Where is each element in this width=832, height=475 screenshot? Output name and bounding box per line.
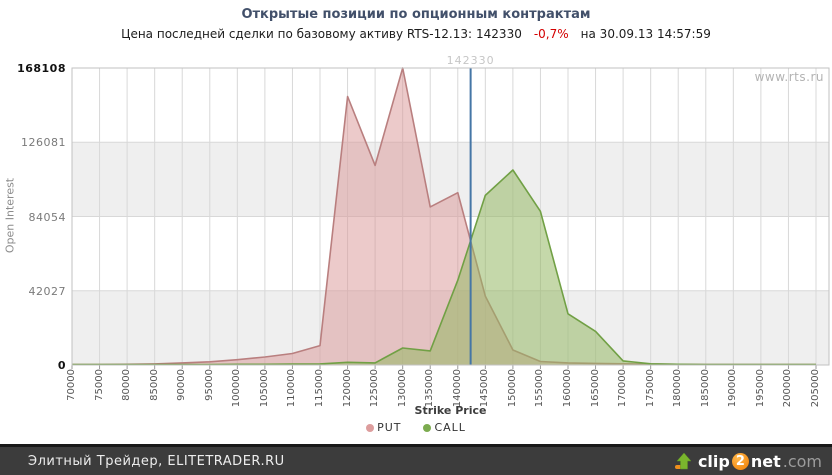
x-axis-tick-label: 80000 — [121, 369, 133, 401]
put-area — [72, 68, 816, 365]
x-axis-tick-label: 155000 — [534, 369, 546, 408]
put-series-dot-icon — [366, 423, 375, 432]
clip2net-logo-text-net: net — [750, 451, 781, 471]
x-axis-tick-label: 140000 — [451, 369, 463, 408]
price-marker-label: 142330 — [446, 54, 495, 67]
x-axis-tick-label: 90000 — [176, 369, 188, 401]
rts-watermark: www.rts.ru — [754, 70, 824, 84]
subtitle-datetime: на 30.09.13 14:57:59 — [580, 27, 711, 41]
x-axis-tick-label: 125000 — [369, 369, 381, 408]
y-axis-tick-label: 126081 — [21, 136, 66, 150]
x-axis-tick-label: 135000 — [424, 369, 436, 408]
x-axis-tick-label: 95000 — [203, 369, 215, 401]
y-axis-tick-label: 168108 — [17, 62, 66, 75]
x-axis-tick-label: 185000 — [699, 369, 711, 408]
x-axis-tick-label: 100000 — [231, 369, 243, 408]
x-axis-tick-label: 110000 — [286, 369, 298, 408]
plot-border — [71, 67, 830, 366]
x-axis-tick-label: 75000 — [93, 369, 105, 401]
x-axis-tick-label: 160000 — [562, 369, 573, 408]
x-axis-title: Strike Price — [414, 404, 487, 417]
clip2net-logo[interactable]: clip 2 net .com — [673, 452, 822, 471]
plot-band — [72, 68, 829, 143]
x-axis-tick-label: 200000 — [782, 369, 794, 408]
chart-legend: PUT CALL — [0, 421, 832, 434]
clip2net-logo-badge-2: 2 — [731, 452, 749, 470]
footer-bar: Элитный Трейдер, ELITETRADER.RU clip 2 n… — [0, 444, 832, 475]
x-axis-tick-label: 170000 — [617, 369, 629, 408]
x-axis-tick-label: 145000 — [479, 369, 491, 408]
y-axis-tick-label: 84054 — [28, 210, 66, 224]
subtitle: Цена последней сделки по базовому активу… — [0, 27, 832, 41]
y-axis-tick-label: 42027 — [28, 284, 66, 298]
x-axis-tick-label: 175000 — [644, 369, 656, 408]
subtitle-label: Цена последней сделки по базовому активу… — [121, 27, 473, 41]
put-series-label: PUT — [377, 421, 402, 434]
x-axis-tick-label: 130000 — [396, 369, 408, 408]
legend-item-call: CALL — [423, 421, 465, 434]
price-change-percent: -0,7% — [533, 27, 569, 41]
x-axis-tick-label: 195000 — [754, 369, 766, 408]
page-title: Открытые позиции по опционным контрактам — [241, 7, 591, 22]
x-axis-tick-label: 165000 — [589, 369, 601, 408]
y-axis-tick-label: 0 — [57, 359, 66, 372]
x-axis-tick-label: 120000 — [341, 369, 353, 408]
footer-credit: Элитный Трейдер, ELITETRADER.RU — [28, 453, 285, 469]
x-axis-tick-label: 115000 — [314, 369, 325, 408]
open-interest-chart — [71, 67, 830, 369]
legend-item-put: PUT — [366, 421, 401, 434]
call-series-dot-icon — [423, 423, 432, 432]
x-axis-tick-label: 150000 — [506, 369, 518, 408]
call-area — [72, 170, 816, 365]
clip2net-arrow-icon — [674, 452, 692, 469]
call-series-label: CALL — [434, 421, 466, 434]
clip2net-logo-text-com: .com — [782, 451, 822, 471]
last-price-value: 142330 — [476, 27, 522, 41]
x-axis-tick-label: 105000 — [258, 369, 270, 408]
clip2net-logo-text-clip: clip — [697, 451, 730, 471]
x-axis-tick-label: 85000 — [148, 369, 160, 401]
x-axis-tick-label: 205000 — [810, 369, 821, 408]
x-axis-tick-label: 70000 — [66, 369, 77, 401]
x-axis-tick-label: 190000 — [727, 369, 739, 408]
x-axis-tick-label: 180000 — [672, 369, 684, 408]
